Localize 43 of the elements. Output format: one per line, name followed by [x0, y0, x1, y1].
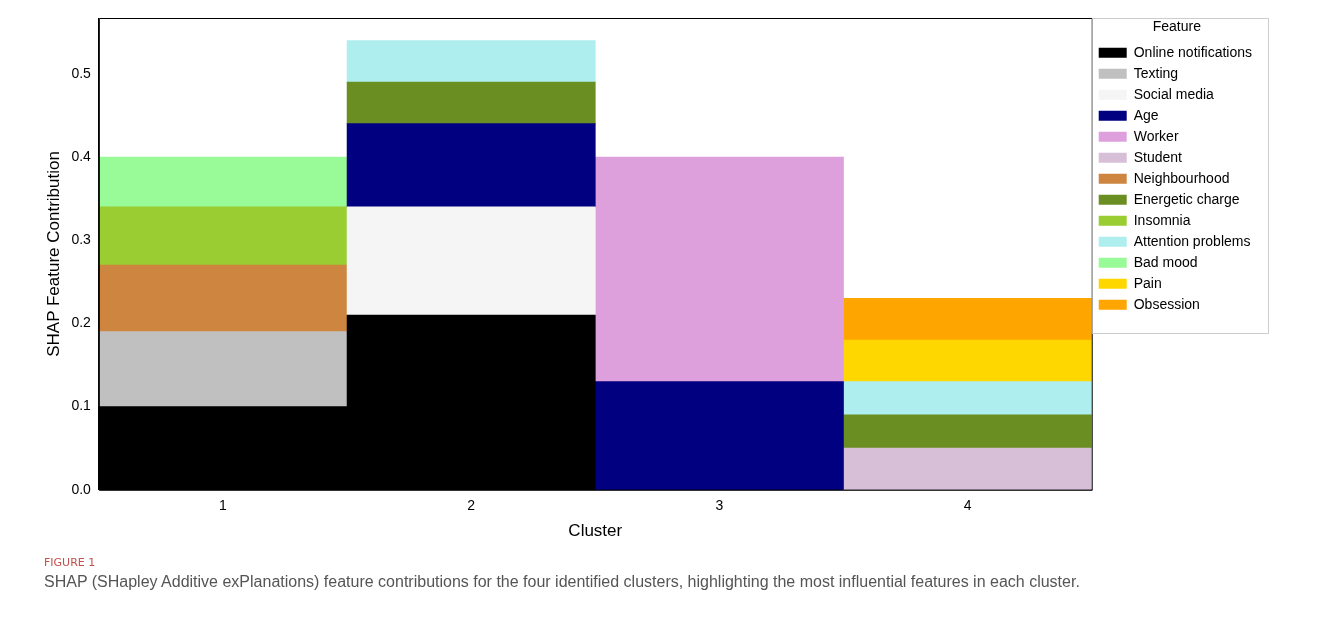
- legend-label: Age: [1133, 106, 1159, 123]
- bar: [98, 264, 348, 333]
- y-tick-label: 0.5: [71, 64, 92, 81]
- legend-label: Online notifications: [1133, 43, 1253, 60]
- legend-title: Feature: [1152, 17, 1202, 34]
- caption: FIGURE 1: [44, 556, 97, 569]
- bar: [346, 81, 596, 125]
- legend-label: Pain: [1133, 274, 1162, 291]
- x-axis-title: Cluster: [568, 521, 623, 541]
- x-tick-label: 3: [715, 497, 724, 514]
- y-tick-label: 0.1: [71, 397, 92, 414]
- bar: [98, 156, 348, 208]
- y-tick-label: 0.0: [71, 480, 92, 497]
- y-axis-title: SHAP Feature Contribution: [43, 151, 63, 357]
- bar: [843, 381, 1092, 416]
- bar: [843, 298, 1092, 341]
- bar: [346, 123, 596, 208]
- bar: [346, 40, 596, 83]
- legend-label: Student: [1133, 148, 1183, 165]
- bar: [843, 447, 1092, 490]
- text: SHAP (SHapley Additive exPlanations) feature contributions for the four identified clusters, highlighting the most influential features in each cluster.: [44, 573, 1081, 591]
- bar: [98, 206, 348, 266]
- x-tick-label: 2: [467, 497, 476, 514]
- legend-label: Attention problems: [1133, 232, 1251, 249]
- legend-label: Energetic charge: [1133, 190, 1240, 207]
- y-tick-label: 0.3: [71, 231, 92, 248]
- bar: [98, 331, 348, 407]
- y-tick-label: 0.4: [71, 147, 92, 164]
- legend-label: Obsession: [1133, 295, 1200, 312]
- bar: [843, 414, 1092, 449]
- legend-label: Texting: [1133, 64, 1179, 81]
- x-tick-label: 4: [963, 497, 972, 514]
- legend-label: Social media: [1133, 85, 1215, 102]
- bar: [843, 339, 1092, 382]
- x-tick-label: 1: [219, 497, 228, 514]
- legend-label: Insomnia: [1133, 211, 1191, 228]
- bar: [594, 156, 844, 382]
- y-tick-label: 0.2: [71, 314, 92, 331]
- bar: [346, 206, 596, 316]
- legend-label: Worker: [1133, 127, 1179, 144]
- legend-label: Bad mood: [1133, 253, 1198, 270]
- bar: [594, 381, 844, 490]
- legend-label: Neighbourhood: [1133, 169, 1230, 186]
